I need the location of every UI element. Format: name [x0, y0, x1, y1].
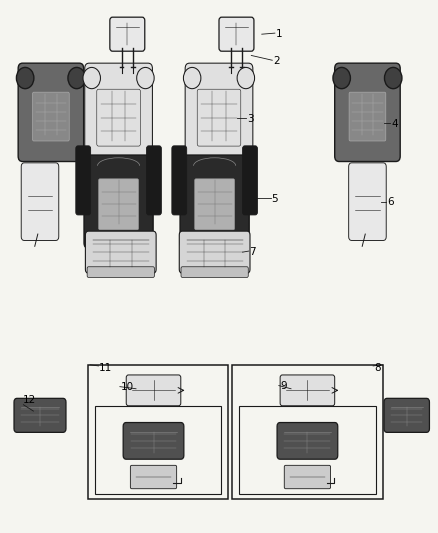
FancyBboxPatch shape [172, 146, 187, 215]
FancyBboxPatch shape [18, 63, 84, 161]
Text: 11: 11 [99, 362, 112, 373]
FancyBboxPatch shape [84, 155, 153, 248]
FancyBboxPatch shape [179, 231, 250, 273]
FancyBboxPatch shape [180, 155, 249, 248]
Circle shape [385, 67, 402, 88]
FancyBboxPatch shape [14, 398, 66, 432]
Text: 7: 7 [250, 247, 256, 256]
Text: 10: 10 [121, 382, 134, 392]
Text: 12: 12 [22, 395, 36, 406]
Text: 4: 4 [392, 119, 398, 129]
FancyBboxPatch shape [110, 17, 145, 51]
FancyBboxPatch shape [32, 92, 69, 141]
FancyBboxPatch shape [99, 179, 138, 230]
FancyBboxPatch shape [147, 146, 161, 215]
FancyBboxPatch shape [185, 63, 253, 161]
FancyBboxPatch shape [123, 423, 184, 459]
Bar [232, 365, 383, 499]
Text: 1: 1 [276, 29, 283, 39]
FancyBboxPatch shape [284, 465, 331, 489]
FancyBboxPatch shape [243, 146, 258, 215]
FancyBboxPatch shape [131, 465, 177, 489]
Text: 8: 8 [374, 362, 381, 373]
Text: 2: 2 [274, 56, 280, 66]
FancyBboxPatch shape [85, 231, 156, 273]
Bar [239, 406, 376, 494]
Polygon shape [240, 73, 244, 76]
Text: 3: 3 [247, 114, 254, 124]
FancyBboxPatch shape [97, 89, 140, 146]
Bar [95, 406, 221, 494]
Circle shape [83, 67, 100, 88]
Polygon shape [120, 73, 124, 76]
Circle shape [333, 67, 350, 88]
FancyBboxPatch shape [194, 179, 235, 230]
Circle shape [68, 67, 85, 88]
FancyBboxPatch shape [76, 146, 91, 215]
Circle shape [184, 67, 201, 88]
Text: 9: 9 [280, 381, 287, 391]
Circle shape [237, 67, 254, 88]
FancyBboxPatch shape [219, 17, 254, 51]
FancyBboxPatch shape [384, 398, 429, 432]
FancyBboxPatch shape [85, 63, 152, 161]
FancyBboxPatch shape [280, 375, 335, 406]
Circle shape [137, 67, 154, 88]
FancyBboxPatch shape [349, 92, 386, 141]
Circle shape [16, 67, 34, 88]
FancyBboxPatch shape [87, 266, 154, 277]
Polygon shape [229, 73, 233, 76]
Bar [88, 365, 228, 499]
FancyBboxPatch shape [181, 266, 248, 277]
FancyBboxPatch shape [335, 63, 400, 161]
FancyBboxPatch shape [277, 423, 338, 459]
Text: 5: 5 [272, 194, 278, 204]
FancyBboxPatch shape [21, 163, 59, 240]
Text: 6: 6 [387, 197, 394, 207]
FancyBboxPatch shape [197, 89, 241, 146]
Polygon shape [131, 73, 135, 76]
FancyBboxPatch shape [349, 163, 386, 240]
FancyBboxPatch shape [126, 375, 181, 406]
